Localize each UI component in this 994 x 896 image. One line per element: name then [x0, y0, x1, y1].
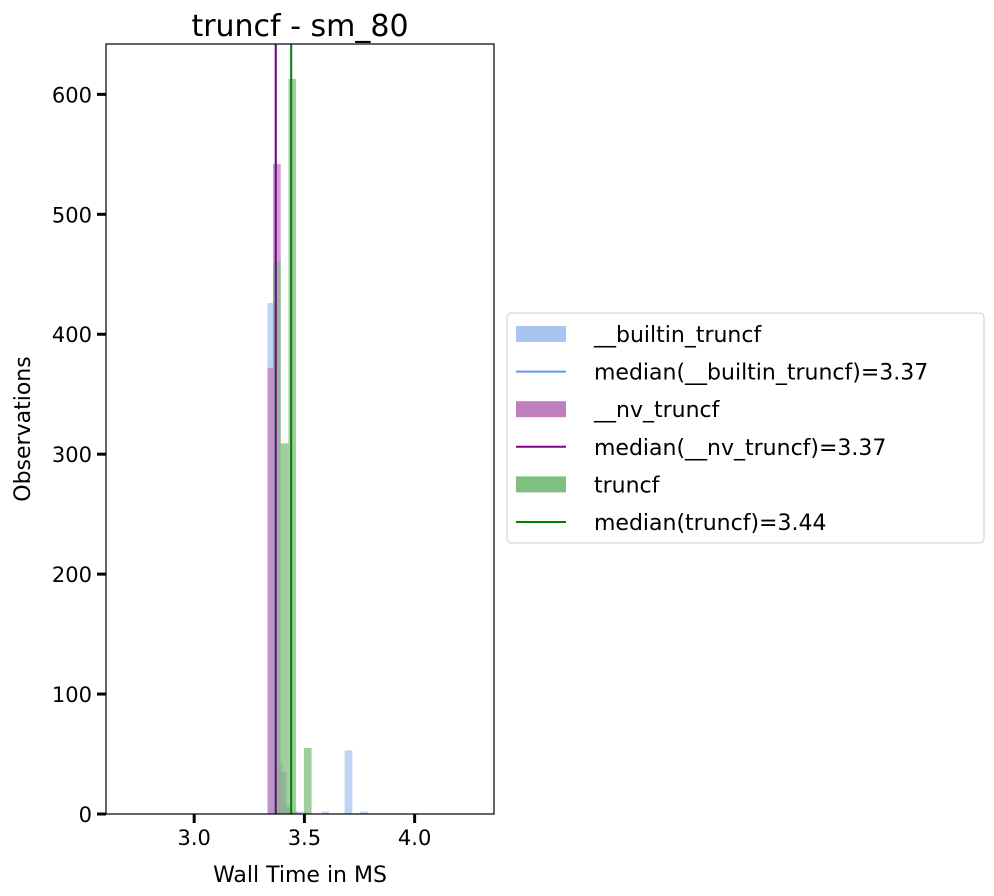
bar-builtintruncf-4 [298, 811, 307, 814]
x-tick-label-2: 4.0 [398, 826, 431, 850]
bar-builtintruncf-7 [360, 811, 368, 814]
legend-label-1: median(__builtin_truncf)=3.37 [594, 361, 928, 386]
legend-label-5: median(truncf)=3.44 [594, 511, 826, 536]
y-axis: 0 100 200 300 400 500 600 [52, 83, 106, 827]
median-lines [274, 44, 293, 814]
legend-swatch-4 [516, 476, 566, 493]
y-tick-label-2: 200 [52, 563, 92, 587]
histogram-bars [267, 78, 368, 815]
bar-nvtruncf-0 [267, 367, 276, 814]
y-tick-label-5: 500 [52, 203, 92, 227]
y-axis-label: Observations [11, 356, 36, 501]
legend: __builtin_truncf median(__builtin_truncf)… [506, 312, 985, 544]
bar-builtintruncf-6 [344, 750, 353, 814]
bar-truncf-2 [288, 78, 297, 815]
y-tick-label-6: 600 [52, 83, 92, 107]
plot-frame [105, 43, 495, 815]
x-axis: 3.0 3.5 4.0 [177, 814, 431, 850]
x-tick-label-1: 3.5 [288, 826, 321, 850]
legend-label-3: median(__nv_truncf)=3.37 [594, 436, 886, 461]
chart-title: truncf - sm_80 [191, 9, 408, 44]
legend-swatch-0 [516, 326, 566, 342]
bar-truncf-3 [303, 748, 312, 814]
y-tick-label-4: 400 [52, 323, 92, 347]
legend-label-4: truncf [594, 473, 661, 498]
x-tick-label-0: 3.0 [177, 826, 210, 850]
x-axis-label: Wall Time in MS [213, 863, 387, 888]
legend-label-0: __builtin_truncf [593, 323, 762, 348]
y-tick-label-3: 300 [52, 443, 92, 467]
bar-builtintruncf-5 [321, 811, 330, 814]
bar-truncf-0 [272, 261, 281, 814]
legend-swatch-2 [516, 401, 566, 418]
legend-label-2: __nv_truncf [593, 398, 721, 423]
y-tick-label-0: 0 [79, 803, 92, 827]
bar-truncf-1 [280, 443, 289, 814]
legend-frame [506, 312, 985, 544]
y-tick-label-1: 100 [52, 683, 92, 707]
